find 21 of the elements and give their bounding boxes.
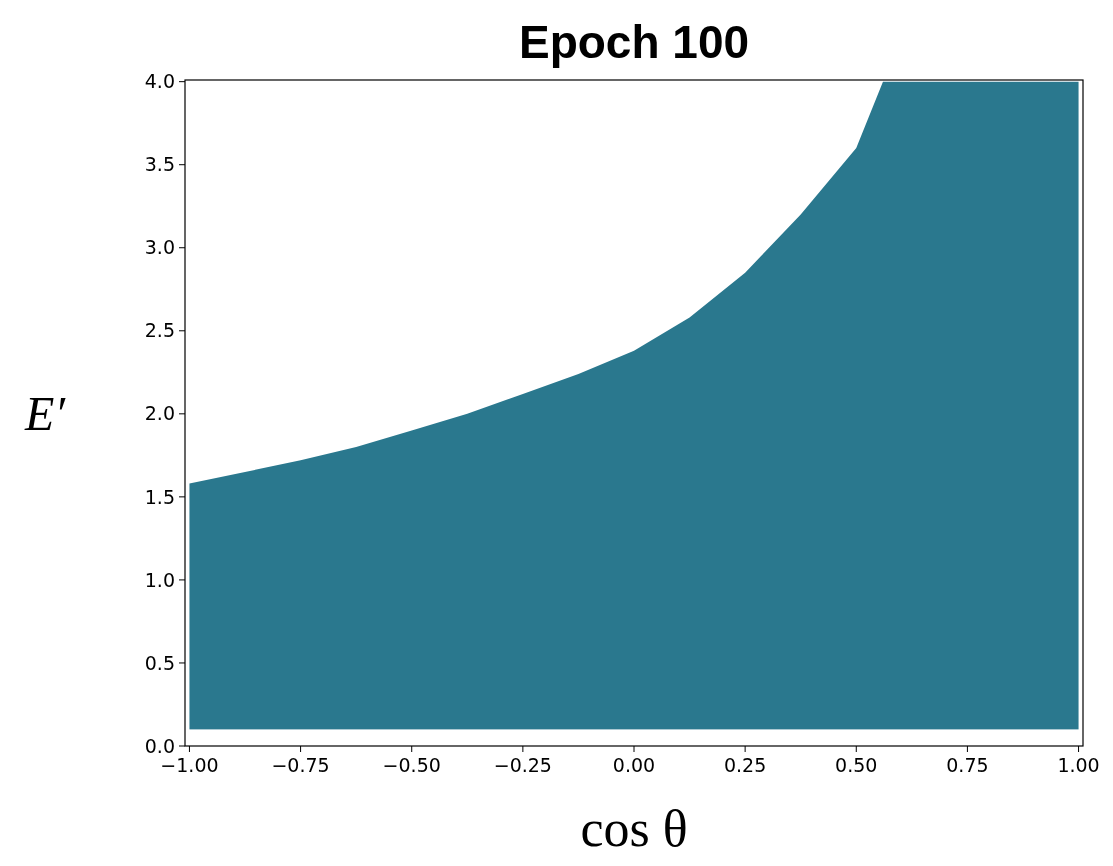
y-tick-label: 0.5	[144, 651, 175, 674]
x-tick-label: −0.75	[271, 754, 330, 776]
chart-title: Epoch 100	[518, 16, 750, 68]
y-tick-label: 1.5	[144, 485, 175, 508]
x-tick-label: −1.00	[160, 754, 219, 776]
x-tick-label: −0.25	[493, 754, 552, 776]
y-tick-label: 3.5	[144, 153, 175, 176]
x-tick-label: −0.50	[382, 754, 441, 776]
x-axis-title: cos θ	[580, 800, 688, 857]
x-tick-label: 0.75	[946, 754, 989, 776]
y-tick-label: 2.0	[144, 402, 175, 425]
y-tick-label: 1.0	[144, 568, 175, 591]
y-axis-title: E′	[24, 386, 67, 440]
y-tick-label: 3.0	[144, 236, 175, 259]
x-tick-label: 0.50	[835, 754, 878, 776]
y-tick-label: 0.0	[144, 734, 175, 757]
y-tick-label: 4.0	[144, 70, 175, 93]
x-tick-label: 1.00	[1057, 754, 1100, 776]
y-tick-label: 2.5	[144, 319, 175, 342]
x-tick-label: 0.25	[723, 754, 767, 776]
x-tick-label: 0.00	[612, 754, 656, 776]
